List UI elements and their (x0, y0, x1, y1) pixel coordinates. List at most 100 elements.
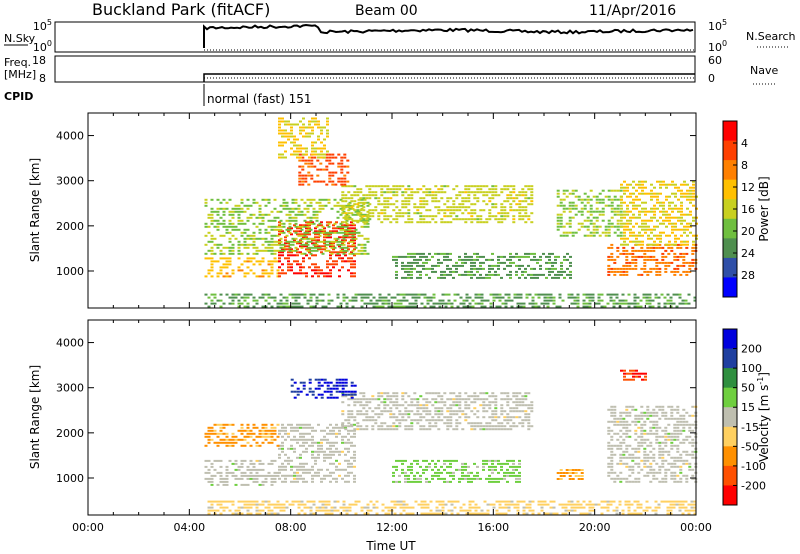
power-cell (404, 197, 408, 200)
velocity-cell (449, 416, 453, 419)
velocity-cell (622, 426, 626, 429)
power-cell (437, 258, 440, 261)
velocity-cell (231, 503, 235, 506)
power-cell (670, 270, 674, 273)
power-cell (476, 185, 480, 188)
power-cell (356, 212, 360, 215)
velocity-cell (353, 398, 357, 401)
power-cell (219, 269, 223, 272)
velocity-cell (485, 462, 488, 465)
velocity-cell (458, 398, 462, 401)
power-cell (216, 213, 220, 216)
power-cell (482, 194, 486, 197)
velocity-cell (509, 428, 513, 431)
power-cell (622, 270, 626, 273)
power-cell (303, 293, 307, 296)
velocity-cell (225, 477, 229, 480)
power-cell (506, 215, 510, 218)
velocity-cell (314, 450, 317, 453)
velocity-cell (332, 477, 335, 480)
power-cell (318, 234, 322, 237)
power-cell (417, 296, 421, 299)
power-cell (348, 299, 352, 302)
power-cell (678, 293, 682, 296)
velocity-cell (270, 512, 274, 515)
power-cell (648, 296, 652, 299)
velocity-cell (643, 459, 647, 462)
velocity-cell (293, 429, 296, 432)
velocity-cell (255, 468, 259, 471)
velocity-cell (673, 408, 677, 411)
power-cell (525, 296, 529, 299)
power-cell (429, 305, 433, 308)
velocity-cell (401, 462, 404, 465)
power-cell (267, 263, 271, 266)
power-colorbar-segment (723, 160, 737, 181)
velocity-cell (302, 468, 305, 471)
velocity-cell (395, 425, 399, 428)
velocity-cell (497, 425, 501, 428)
power-cell (350, 227, 353, 230)
power-cell (641, 219, 644, 222)
power-cell (293, 135, 296, 138)
velocity-cell (688, 468, 692, 471)
velocity-cell (422, 468, 425, 471)
power-cell (261, 198, 265, 201)
power-cell (366, 302, 370, 305)
power-cell (359, 218, 363, 221)
velocity-cell (386, 404, 390, 407)
power-cell (216, 225, 220, 228)
power-cell (314, 150, 317, 153)
power-cell (610, 270, 614, 273)
power-cell (204, 198, 208, 201)
power-cell (616, 210, 620, 213)
power-cell (317, 245, 320, 248)
velocity-cell (281, 429, 284, 432)
power-cell (279, 240, 283, 243)
power-cell (332, 224, 335, 227)
power-cell (350, 224, 353, 227)
power-cell (509, 273, 512, 276)
noise-right-tick-bottom: 100 (708, 39, 727, 54)
velocity-cell (527, 416, 531, 419)
power-cell (646, 273, 650, 276)
power-cell (348, 216, 352, 219)
power-cell (471, 305, 475, 308)
power-cell (279, 302, 283, 305)
power-cell (344, 236, 347, 239)
power-cell (607, 225, 611, 228)
power-cell (536, 258, 539, 261)
power-cell (305, 132, 308, 135)
power-cell (651, 299, 655, 302)
power-cell (338, 251, 341, 254)
power-cell (204, 243, 208, 246)
power-cell (231, 228, 235, 231)
power-cell (319, 162, 323, 165)
power-cell (598, 201, 602, 204)
power-cell (278, 242, 281, 245)
power-cell (488, 191, 492, 194)
power-cell (467, 255, 470, 258)
power-cell (662, 222, 665, 225)
velocity-cell (332, 462, 335, 465)
power-cell (620, 195, 623, 198)
velocity-cell (317, 387, 321, 390)
velocity-cell (607, 426, 611, 429)
power-cell (392, 258, 395, 261)
power-cell (305, 254, 308, 257)
power-cell (689, 192, 692, 195)
power-cell (607, 273, 611, 276)
velocity-cell (276, 500, 280, 503)
power-cell (353, 233, 356, 236)
velocity-cell (461, 428, 465, 431)
power-cell (518, 276, 521, 279)
velocity-cell (512, 416, 516, 419)
power-cell (323, 275, 326, 278)
power-cell (640, 273, 644, 276)
power-cell (401, 267, 404, 270)
velocity-cell (284, 426, 287, 429)
velocity-cell (515, 480, 518, 483)
velocity-cell (264, 429, 268, 432)
power-cell (682, 255, 686, 258)
power-cell (656, 192, 659, 195)
